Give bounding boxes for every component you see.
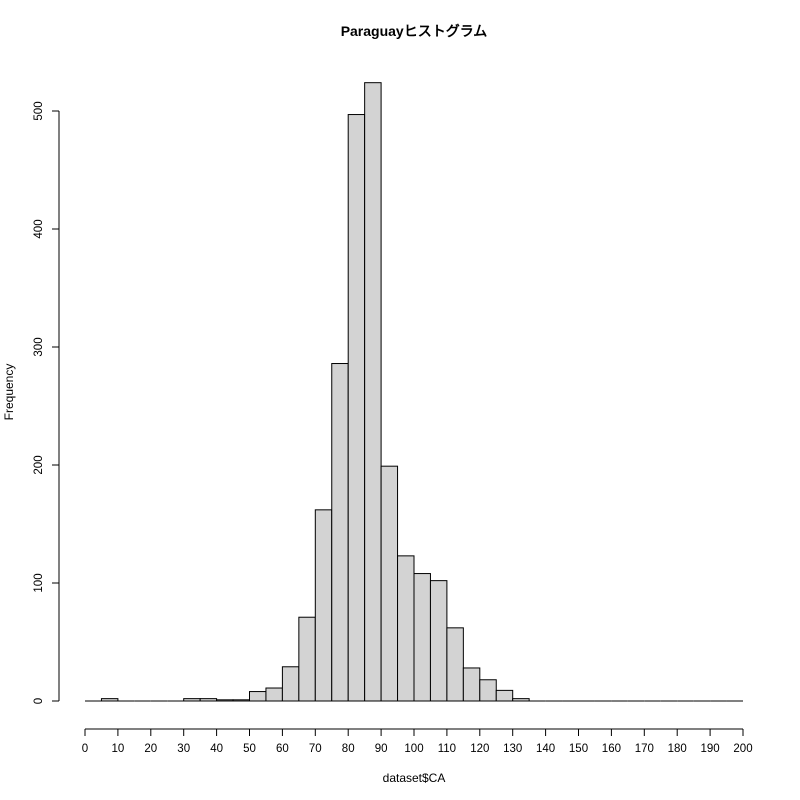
histogram-bar	[265, 687, 283, 702]
histogram-bar	[199, 698, 218, 702]
histogram-bar	[347, 114, 366, 702]
x-tick-label: 110	[438, 743, 456, 755]
x-tick-label: 150	[569, 743, 588, 755]
x-tick-label: 80	[342, 743, 355, 755]
x-tick-label: 0	[82, 743, 88, 755]
x-tick-label: 160	[602, 743, 621, 755]
x-tick-label: 100	[404, 743, 423, 755]
y-tick-label: 100	[33, 573, 45, 592]
x-tick-label: 20	[144, 743, 157, 755]
histogram-bar	[462, 667, 481, 702]
histogram-bar	[298, 616, 316, 702]
x-tick-label: 30	[177, 743, 190, 755]
y-tick-label: 0	[33, 698, 45, 704]
histogram-bar	[495, 689, 514, 702]
histogram-bar	[364, 82, 382, 702]
histogram-bar	[446, 627, 464, 702]
y-axis-label: Frequency	[2, 364, 16, 421]
histogram-bar	[397, 555, 415, 702]
y-tick-label: 500	[33, 101, 45, 120]
x-tick-label: 130	[503, 743, 522, 755]
x-tick-label: 40	[210, 743, 223, 755]
y-tick-label: 200	[33, 455, 45, 474]
y-axis: 0 100 200 300 400 500	[33, 101, 60, 704]
x-tick-label: 50	[243, 743, 256, 755]
histogram-bar	[413, 573, 431, 702]
histogram-bar	[380, 465, 399, 702]
bars-group	[85, 82, 743, 702]
x-tick-label: 190	[701, 743, 720, 755]
x-tick-label: 10	[112, 743, 125, 755]
histogram-bar	[331, 363, 349, 702]
x-tick-label: 200	[733, 743, 752, 755]
x-axis-label: dataset$CA	[383, 771, 446, 785]
histogram-bar	[249, 691, 267, 702]
histogram-bar	[512, 698, 530, 702]
x-tick-label: 170	[635, 743, 654, 755]
histogram-bar	[216, 699, 234, 702]
histogram-bar	[281, 666, 300, 702]
chart-title: Paraguayヒストグラム	[341, 23, 488, 39]
x-tick-label: 140	[536, 743, 555, 755]
x-tick-label: 70	[309, 743, 322, 755]
histogram-bar	[232, 699, 251, 702]
y-tick-label: 300	[33, 337, 45, 356]
histogram-bar	[429, 580, 448, 702]
x-tick-label: 90	[375, 743, 388, 755]
y-tick-label: 400	[33, 219, 45, 238]
histogram-bar	[479, 679, 497, 702]
x-tick-label: 180	[668, 743, 687, 755]
x-tick-label: 120	[470, 743, 489, 755]
histogram-bar	[100, 698, 119, 702]
histogram-bar	[183, 698, 201, 702]
histogram-bar	[314, 509, 333, 702]
x-axis: 0 10 20 30 40 50 60 70 80 90 100 110 120 130 140 150 160…	[82, 728, 753, 755]
x-tick-label: 60	[276, 743, 289, 755]
